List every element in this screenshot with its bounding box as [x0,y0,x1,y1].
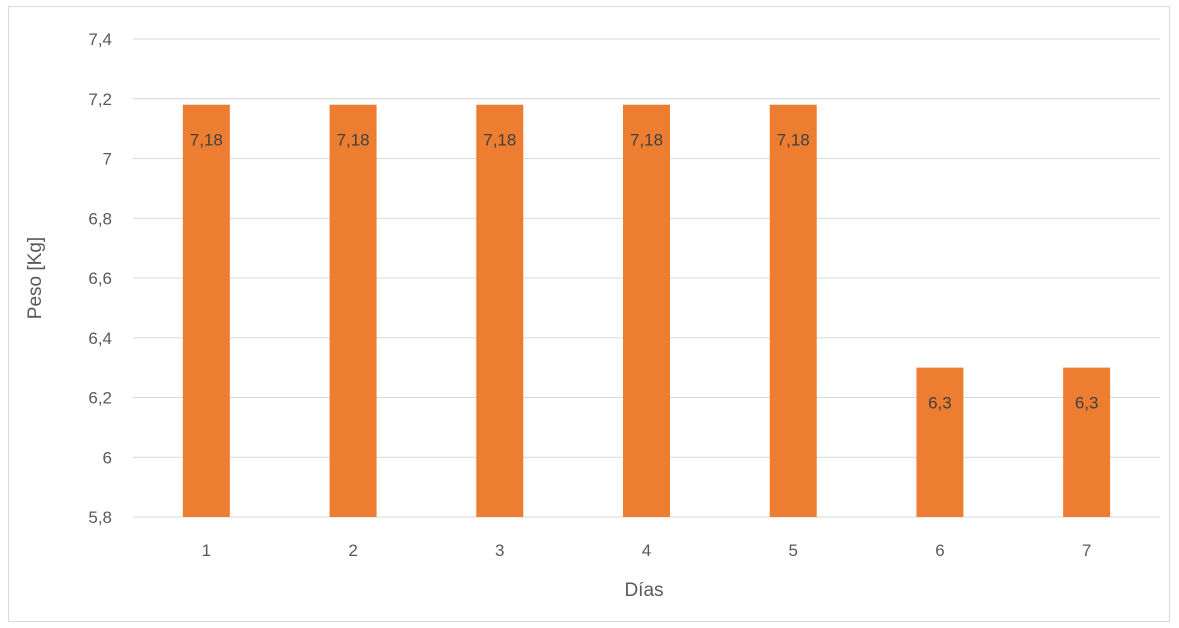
data-label: 7,18 [777,131,810,150]
bar [1063,367,1111,517]
data-label: 6,3 [1075,394,1099,413]
data-label: 7,18 [630,131,663,150]
y-tick-label: 7 [103,150,112,169]
y-tick-label: 6,6 [88,269,112,288]
y-tick-label: 6,4 [88,329,112,348]
x-tick-label: 2 [348,541,357,560]
data-label: 7,18 [337,131,370,150]
bar [182,104,230,517]
bars [182,104,1111,517]
y-axis-ticks: 5,8 6 6,2 6,4 6,6 6,8 7 7,2 7,4 [88,30,112,527]
x-tick-label: 7 [1082,541,1091,560]
x-tick-label: 4 [642,541,651,560]
data-label: 6,3 [928,394,952,413]
y-tick-label: 6 [103,448,112,467]
y-tick-label: 6,2 [88,389,112,408]
bar [769,104,817,517]
bar [329,104,377,517]
x-tick-label: 6 [935,541,944,560]
y-tick-label: 7,2 [88,90,112,109]
data-labels: 7,18 7,18 7,18 7,18 7,18 6,3 6,3 [190,131,1099,413]
x-axis-ticks: 1 2 3 4 5 6 7 [202,541,1092,560]
y-axis-title: Peso [Kg] [25,237,46,319]
bar [623,104,670,517]
y-tick-label: 7,4 [88,30,112,49]
bar [916,367,964,517]
x-tick-label: 5 [788,541,797,560]
y-tick-label: 6,8 [88,209,112,228]
data-label: 7,18 [483,131,516,150]
x-tick-label: 3 [495,541,504,560]
x-tick-label: 1 [202,541,211,560]
y-tick-label: 5,8 [88,508,112,527]
data-label: 7,18 [190,131,223,150]
x-axis-title: Días [624,580,663,601]
bar [476,104,524,517]
